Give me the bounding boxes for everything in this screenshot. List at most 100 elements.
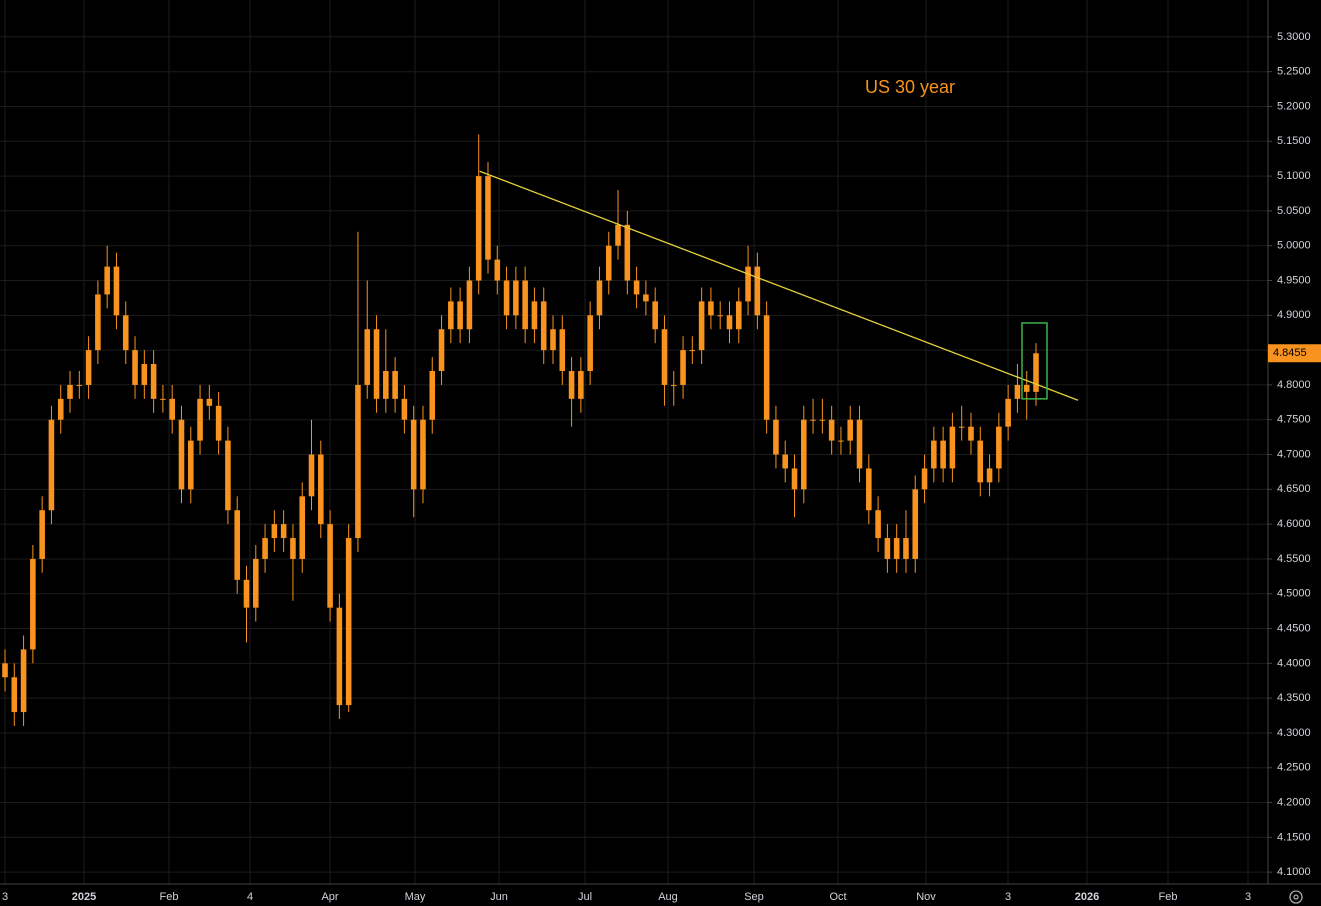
x-tick-label: 3 [1245, 891, 1251, 903]
candle-body [438, 329, 445, 372]
candle-body [670, 384, 677, 386]
x-tick-label: 2026 [1075, 891, 1099, 903]
candle-body [67, 384, 73, 399]
y-tick-label: 5.0500 [1277, 205, 1311, 217]
candle-body [717, 315, 723, 317]
candle-body [466, 280, 473, 330]
candle-body [141, 364, 148, 385]
candle-body [187, 440, 194, 490]
candle-body [76, 384, 83, 386]
candle-body [113, 266, 120, 316]
candle-body [708, 301, 714, 316]
candle-body [698, 301, 705, 351]
candle-body [30, 558, 36, 650]
candle-body [95, 294, 101, 351]
x-tick-label: Sep [744, 891, 764, 903]
candle-body [485, 176, 491, 260]
x-tick-label: Oct [829, 891, 846, 903]
candle-body [763, 315, 770, 420]
y-tick-label: 4.2000 [1277, 796, 1311, 808]
candle-body [866, 468, 872, 511]
candle-body [1014, 384, 1021, 399]
candle-body [513, 280, 519, 316]
candle-body [429, 371, 436, 420]
candle-body [522, 280, 528, 330]
candle-body [745, 266, 751, 302]
candle-body [754, 266, 761, 316]
candle-body [327, 524, 333, 608]
candle-body [559, 329, 566, 372]
candle-body [838, 440, 844, 442]
candle-body [633, 280, 640, 295]
candle-body [940, 440, 946, 469]
candle-body [912, 489, 919, 559]
y-tick-label: 4.6000 [1277, 518, 1311, 530]
last-price-tag [1268, 344, 1321, 363]
candle-body [968, 426, 974, 441]
candle-body [243, 579, 250, 608]
x-tick-label: Nov [916, 891, 936, 903]
candle-body [578, 371, 584, 399]
candle-body [364, 329, 371, 385]
x-tick-label: Jul [578, 891, 592, 903]
candle-body [624, 224, 631, 281]
candle-body [1033, 353, 1039, 392]
candle-body [791, 468, 798, 490]
candle-body [392, 371, 398, 399]
candle-body [996, 426, 1002, 469]
y-tick-label: 4.4500 [1277, 622, 1311, 634]
x-tick-label: Jun [490, 891, 508, 903]
candle-body [160, 398, 166, 400]
candle-body [540, 301, 547, 351]
candle-body [893, 538, 900, 559]
y-tick-label: 5.3000 [1277, 31, 1311, 43]
candle-body [568, 371, 575, 399]
candle-body [903, 538, 909, 559]
candle-body [475, 176, 482, 281]
y-tick-label: 5.1500 [1277, 135, 1311, 147]
candle-body [977, 440, 984, 483]
candle-body [782, 454, 789, 469]
x-tick-label: Feb [1159, 891, 1178, 903]
y-tick-label: 4.7500 [1277, 414, 1311, 426]
candle-body [494, 259, 501, 281]
candle-body [2, 663, 8, 678]
candle-body [652, 301, 658, 330]
x-tick-label: 2025 [72, 891, 96, 903]
y-tick-label: 4.5500 [1277, 553, 1311, 565]
candle-body [735, 301, 742, 330]
candle-body [48, 419, 55, 511]
candle-body [680, 350, 686, 385]
candle-body [550, 329, 556, 351]
candle-body [819, 419, 826, 421]
candle-body [615, 224, 621, 246]
x-tick-label: Aug [658, 891, 678, 903]
chart-title: US 30 year [865, 77, 955, 97]
candle-body [197, 398, 203, 441]
candle-body [234, 510, 240, 580]
candle-body [931, 440, 937, 469]
candle-body [1023, 384, 1030, 392]
y-tick-label: 5.2000 [1277, 100, 1311, 112]
candle-body [410, 419, 417, 490]
candle-body [206, 398, 213, 406]
candle-body [1005, 398, 1011, 427]
candle-body [336, 607, 343, 706]
candle-body [215, 405, 222, 441]
x-tick-label: 4 [247, 891, 253, 903]
y-tick-label: 4.1500 [1277, 831, 1311, 843]
candle-body [299, 496, 306, 559]
candle-body [150, 364, 157, 399]
candle-body [85, 350, 92, 385]
candle-body [290, 538, 296, 559]
candle-body [383, 371, 389, 399]
candle-body [847, 419, 854, 441]
candle-body [726, 315, 733, 330]
y-tick-label: 4.9000 [1277, 309, 1311, 321]
y-tick-label: 4.5000 [1277, 588, 1311, 600]
candle-body [104, 266, 110, 295]
candle-body [355, 384, 361, 539]
candle-body [605, 245, 612, 281]
settings-button[interactable] [1289, 890, 1303, 904]
